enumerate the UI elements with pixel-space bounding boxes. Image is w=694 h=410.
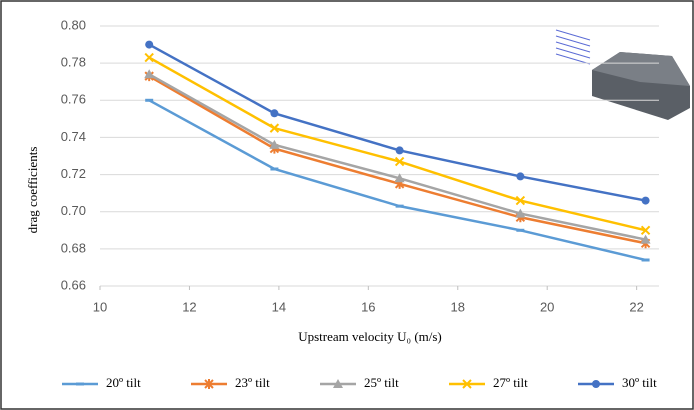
x-tick-label: 10 bbox=[93, 299, 107, 314]
marker bbox=[640, 234, 651, 244]
marker bbox=[640, 225, 651, 235]
y-tick-label: 0.78 bbox=[61, 55, 86, 70]
marker bbox=[394, 156, 405, 167]
legend-marker bbox=[204, 379, 214, 389]
x-axis-label: Upstream velocity U₀ (m/s) bbox=[298, 329, 442, 344]
legend-marker bbox=[592, 380, 600, 388]
marker bbox=[515, 208, 526, 218]
marker bbox=[145, 40, 154, 49]
y-tick-label: 0.80 bbox=[61, 17, 86, 32]
x-tick-label: 20 bbox=[540, 299, 554, 314]
marker bbox=[395, 146, 404, 155]
y-tick-label: 0.68 bbox=[61, 240, 86, 255]
y-tick-label: 0.66 bbox=[61, 277, 86, 292]
x-tick-label: 16 bbox=[361, 299, 375, 314]
y-tick-label: 0.70 bbox=[61, 203, 86, 218]
x-tick-label: 22 bbox=[629, 299, 643, 314]
marker bbox=[144, 69, 155, 79]
legend-label: 25º tilt bbox=[364, 375, 399, 390]
x-tick-label: 18 bbox=[451, 299, 465, 314]
x-tick-label: 12 bbox=[182, 299, 196, 314]
marker bbox=[144, 52, 154, 63]
legend-label: 23º tilt bbox=[235, 375, 270, 390]
marker bbox=[394, 173, 405, 183]
legend-marker bbox=[333, 379, 343, 388]
y-tick-label: 0.76 bbox=[61, 92, 86, 107]
inset-illustration bbox=[555, 29, 690, 120]
marker bbox=[269, 139, 280, 149]
marker bbox=[515, 195, 526, 206]
y-axis-label: drag coefficients bbox=[25, 147, 40, 234]
legend-label: 20º tilt bbox=[106, 375, 141, 390]
y-tick-label: 0.74 bbox=[61, 129, 86, 144]
x-tick-label: 14 bbox=[272, 299, 286, 314]
marker bbox=[641, 196, 650, 205]
marker bbox=[269, 123, 280, 133]
legend-label: 27º tilt bbox=[493, 375, 528, 390]
legend-marker bbox=[462, 379, 472, 389]
marker bbox=[270, 109, 279, 118]
marker bbox=[516, 172, 525, 181]
y-tick-label: 0.72 bbox=[61, 166, 86, 181]
legend-label: 30º tilt bbox=[622, 375, 657, 390]
